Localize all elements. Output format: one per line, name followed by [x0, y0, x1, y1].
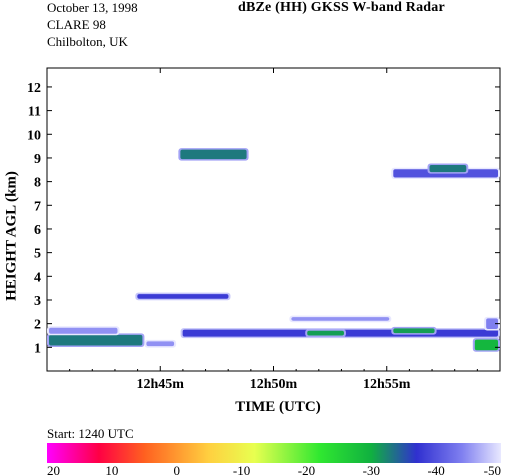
- x-axis-label: TIME (UTC): [235, 399, 321, 415]
- y-tick-label: 8: [34, 176, 41, 191]
- colorbar-tick-label: -50: [484, 463, 501, 476]
- echo-layer: [49, 327, 118, 334]
- start-time-label: Start: 1240 UTC: [47, 426, 134, 441]
- y-tick-label: 1: [34, 341, 41, 356]
- header-site: Chilbolton, UK: [47, 34, 128, 49]
- echo-layer-group: [47, 148, 500, 352]
- y-tick-label: 2: [34, 318, 41, 333]
- y-tick-label: 10: [27, 128, 41, 143]
- colorbar-tick-label: -30: [363, 463, 380, 476]
- y-axis-label: HEIGHT AGL (km): [3, 171, 20, 301]
- y-tick-label: 3: [34, 294, 41, 309]
- colorbar-ticks: 20 10 0 -10 -20 -30 -40 -50: [47, 463, 501, 476]
- x-tick-label: 12h50m: [250, 377, 298, 392]
- colorbar-tick-label: 20: [47, 463, 60, 476]
- colorbar-tick-label: -40: [427, 463, 444, 476]
- echo-layer: [429, 165, 467, 173]
- plot-frame: [46, 67, 501, 372]
- y-tick-label: 11: [28, 105, 41, 120]
- x-tick-label: 12h55m: [363, 377, 411, 392]
- header-date: October 13, 1998: [47, 0, 138, 15]
- y-tick-label: 4: [34, 270, 41, 285]
- x-axis: 12h45m 12h50m 12h55m: [46, 68, 501, 392]
- echo-layer: [137, 294, 229, 299]
- echo-layer: [307, 330, 344, 336]
- y-tick-label: 9: [34, 152, 41, 167]
- colorbar: [47, 443, 501, 463]
- echo-layer: [291, 317, 390, 321]
- colorbar-tick-label: 0: [173, 463, 180, 476]
- y-tick-label: 5: [34, 247, 41, 262]
- x-tick-label: 12h45m: [137, 377, 185, 392]
- chart-title: dBZe (HH) GKSS W-band Radar: [238, 0, 445, 15]
- header-campaign: CLARE 98: [47, 17, 106, 32]
- echo-layer: [393, 328, 435, 334]
- y-tick-label: 12: [27, 81, 41, 96]
- echo-layer: [486, 318, 498, 329]
- colorbar-tick-label: 10: [105, 463, 118, 476]
- echo-layer: [146, 341, 175, 347]
- y-tick-label: 6: [34, 223, 41, 238]
- echo-layer: [180, 149, 247, 160]
- echo-layer: [49, 334, 143, 346]
- y-tick-label: 7: [34, 199, 41, 214]
- colorbar-tick-label: -10: [233, 463, 250, 476]
- echo-layer: [474, 339, 498, 351]
- colorbar-tick-label: -20: [298, 463, 315, 476]
